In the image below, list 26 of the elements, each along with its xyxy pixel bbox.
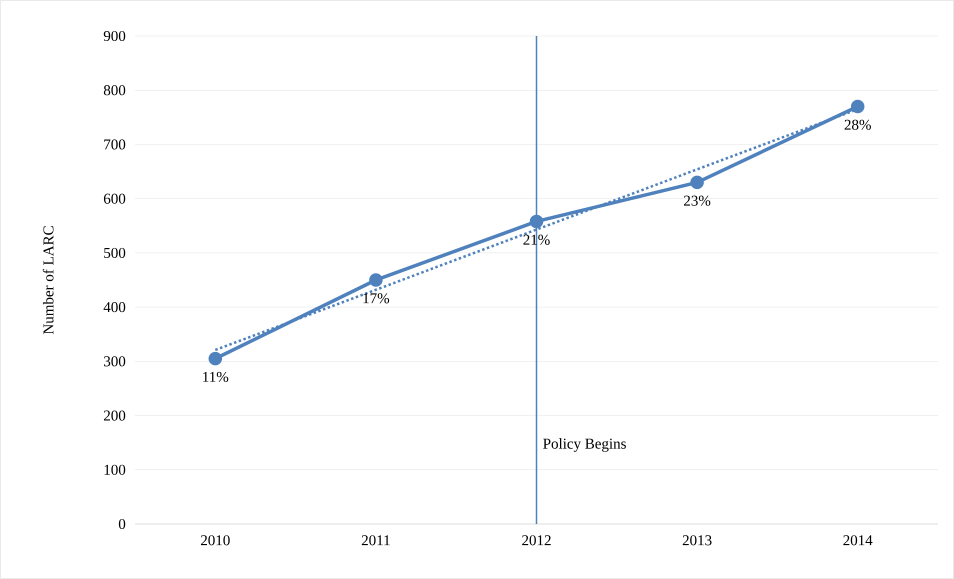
- x-tick-label: 2011: [362, 535, 390, 546]
- point: [369, 273, 383, 287]
- ref-line-label: Policy Begins: [543, 438, 626, 452]
- point: [690, 176, 704, 190]
- y-axis-title: Number of LARC: [42, 226, 54, 334]
- y-tick-label: 500: [104, 248, 126, 258]
- point: [208, 352, 222, 366]
- annotation: 28%: [844, 120, 871, 130]
- x-tick-label: 2010: [200, 535, 230, 546]
- point: [850, 100, 864, 114]
- x-tick-label: 2014: [843, 535, 872, 546]
- y-tick-label: 300: [104, 356, 126, 366]
- y-tick-label: 400: [104, 302, 126, 312]
- y-tick-label: 0: [118, 518, 126, 530]
- y-tick-label: 600: [104, 194, 126, 204]
- point: [530, 214, 544, 228]
- y-tick-label: 100: [104, 464, 126, 475]
- annotation: 23%: [684, 196, 710, 206]
- y-tick-label: 900: [104, 30, 126, 42]
- annotation: 11%: [203, 372, 228, 382]
- x-tick-label: 2012: [522, 535, 551, 546]
- x-tick-label: 2013: [682, 535, 712, 546]
- y-tick-label: 800: [104, 85, 126, 96]
- y-tick-label: 700: [104, 139, 126, 150]
- y-tick-label: 200: [104, 410, 126, 421]
- annotation: 17%: [363, 293, 390, 304]
